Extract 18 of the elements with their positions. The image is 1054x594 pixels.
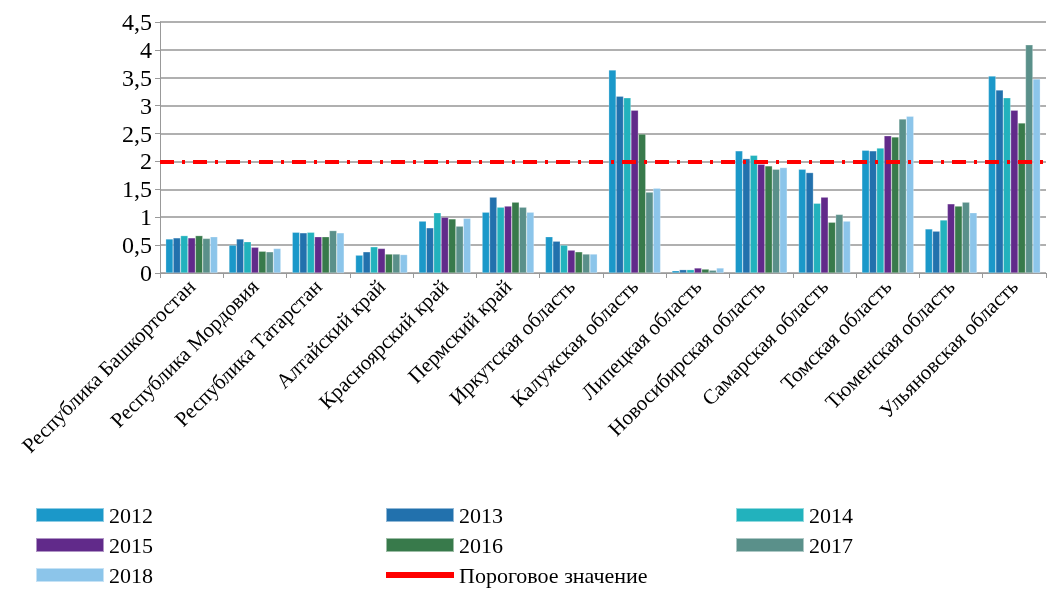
legend-label: 2015 — [109, 532, 153, 558]
y-tick-label: 3,5 — [122, 64, 152, 91]
legend-label: 2018 — [109, 562, 153, 588]
y-tick-label: 1,5 — [122, 176, 152, 203]
y-tick-label: 2 — [140, 148, 152, 175]
legend-label: Пороговое значение — [459, 562, 648, 588]
y-tick-label: 0,5 — [122, 232, 152, 259]
legend-label: 2012 — [109, 502, 153, 528]
legend-label: 2017 — [809, 532, 853, 558]
legend-label: 2016 — [459, 532, 503, 558]
y-tick-label: 1 — [140, 204, 152, 231]
y-tick-label: 4,5 — [122, 9, 152, 35]
legend-label: 2014 — [809, 502, 853, 528]
y-tick-label: 2,5 — [122, 120, 152, 147]
y-tick-label: 0 — [140, 260, 152, 286]
y-tick-label: 4 — [140, 36, 152, 63]
legend-label: 2013 — [459, 502, 503, 528]
y-tick-label: 3 — [140, 92, 152, 119]
